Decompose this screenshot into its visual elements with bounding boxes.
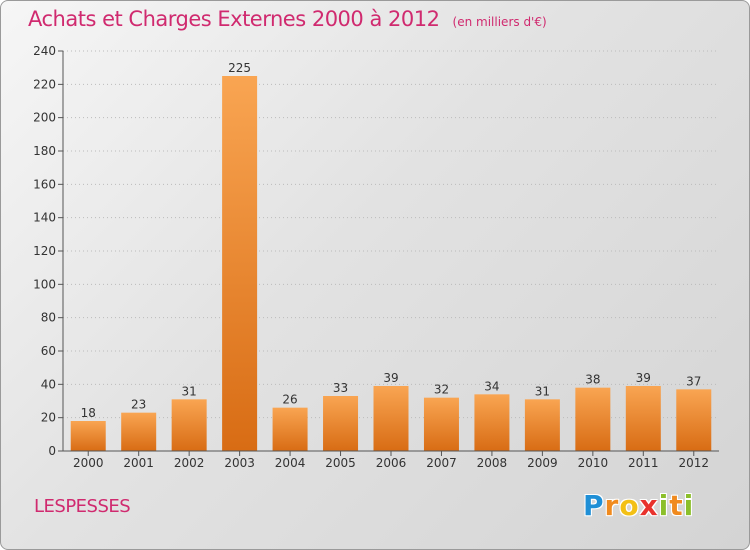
bar-2008 (474, 394, 510, 451)
x-tick-label: 2003 (224, 456, 255, 470)
logo-letter: P (583, 489, 605, 522)
y-tick-label: 40 (41, 377, 56, 391)
logo-letter: i (683, 489, 695, 522)
x-tick-label: 2006 (376, 456, 407, 470)
bar-value-label: 26 (282, 393, 297, 407)
bar-2011 (625, 386, 661, 451)
bar-value-label: 23 (131, 398, 146, 412)
x-tick-label: 2001 (123, 456, 154, 470)
bar-value-label: 37 (686, 374, 701, 388)
logo-letter: x (639, 489, 659, 522)
bar-2010 (575, 387, 611, 451)
y-tick-label: 80 (41, 311, 56, 325)
logo-letter: i (658, 489, 670, 522)
y-tick-label: 160 (33, 177, 56, 191)
bar-value-label: 225 (228, 61, 251, 75)
chart-title: Achats et Charges Externes 2000 à 2012 (… (28, 7, 547, 31)
y-tick-label: 60 (41, 344, 56, 358)
bar-2007 (423, 397, 459, 451)
x-tick-label: 2007 (426, 456, 457, 470)
bar-2005 (323, 396, 359, 451)
bar-2006 (373, 386, 409, 451)
x-tick-label: 2009 (527, 456, 558, 470)
axes: 0 20 40 60 80 100 120 140 160 180 200 220 240 2000 200… (33, 44, 719, 470)
x-tick-label: 2000 (73, 456, 104, 470)
x-tick-label: 2010 (578, 456, 609, 470)
bar-2002 (171, 399, 207, 451)
bar-2004 (272, 407, 308, 451)
bar-2003 (222, 76, 258, 451)
bar-value-label: 39 (636, 371, 651, 385)
x-tick-label: 2008 (477, 456, 508, 470)
y-tick-label: 180 (33, 144, 56, 158)
x-tick-label: 2005 (325, 456, 356, 470)
chart-unit: (en milliers d'€) (452, 15, 547, 29)
y-tick-label: 0 (48, 444, 56, 458)
y-tick-label: 140 (33, 211, 56, 225)
x-tick-label: 2011 (628, 456, 659, 470)
bar-value-label: 33 (333, 381, 348, 395)
bar-2001 (121, 412, 157, 451)
bar-value-label: 32 (434, 383, 449, 397)
proxiti-logo: Proxiti (583, 489, 694, 522)
y-tick-label: 220 (33, 77, 56, 91)
bar-2012 (676, 389, 712, 451)
logo-letter: o (619, 489, 640, 522)
y-tick-label: 120 (33, 244, 56, 258)
bar-value-label: 31 (182, 384, 197, 398)
x-tick-label: 2002 (174, 456, 205, 470)
x-tick-label: 2012 (678, 456, 709, 470)
commune-name: LESPESSES (34, 496, 131, 517)
bars: 18 23 31 225 26 33 39 32 34 31 38 39 37 (70, 61, 712, 451)
y-tick-label: 100 (33, 277, 56, 291)
bar-2009 (524, 399, 560, 451)
bar-value-label: 18 (81, 406, 96, 420)
logo-letter: t (669, 489, 684, 522)
x-tick-label: 2004 (275, 456, 306, 470)
y-tick-label: 240 (33, 44, 56, 58)
y-tick-label: 20 (41, 411, 56, 425)
logo-letter: r (604, 489, 620, 522)
bar-2000 (70, 421, 106, 451)
bar-value-label: 31 (535, 384, 550, 398)
bar-value-label: 39 (383, 371, 398, 385)
bar-value-label: 38 (585, 373, 600, 387)
chart-title-text: Achats et Charges Externes 2000 à 2012 (28, 7, 440, 31)
y-tick-label: 200 (33, 111, 56, 125)
bar-value-label: 34 (484, 379, 499, 393)
